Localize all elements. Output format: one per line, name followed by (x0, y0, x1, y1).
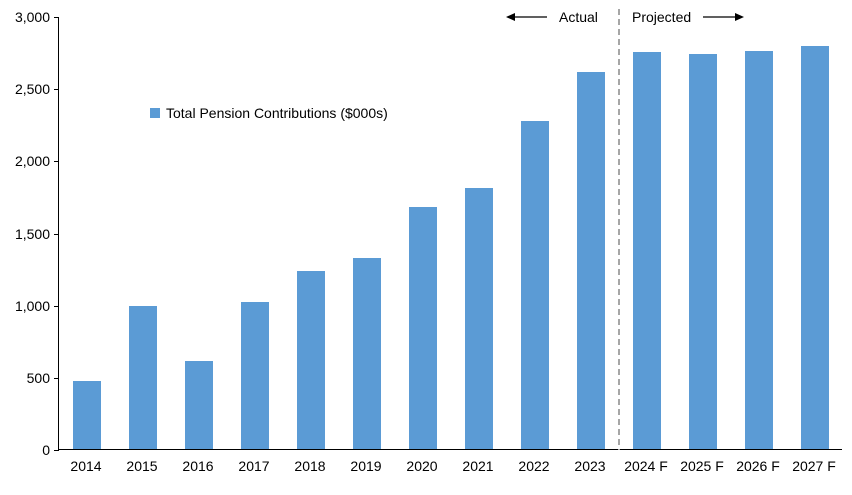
annotation-projected: Projected (632, 10, 745, 24)
x-tick-label: 2024 F (624, 458, 668, 474)
annotation-actual: Actual (505, 10, 598, 24)
y-tick-label: 2,000 (14, 153, 50, 170)
y-axis-labels: 0 500 1,000 1,500 2,000 2,500 3,000 (0, 9, 50, 458)
y-tick-label: 0 (42, 442, 50, 458)
bar-2019 (353, 258, 381, 449)
plot-area (54, 9, 842, 451)
y-tick-mark (54, 161, 59, 163)
x-tick-label: 2019 (350, 458, 382, 474)
y-tick-mark (54, 377, 59, 379)
bar-2027-F (801, 46, 829, 449)
y-tick-mark (54, 89, 59, 91)
bar-2026-F (745, 50, 773, 449)
bar-2015 (129, 306, 157, 449)
x-tick-label: 2017 (238, 458, 270, 474)
x-tick-label: 2020 (406, 458, 438, 474)
annotation-actual-label: Actual (559, 9, 598, 25)
x-tick-label: 2023 (574, 458, 606, 474)
y-tick-mark (54, 305, 59, 307)
bar-2023 (577, 72, 605, 449)
right-arrow-icon (703, 11, 745, 23)
legend: Total Pension Contributions ($000s) (150, 105, 388, 121)
legend-swatch-icon (150, 108, 160, 118)
x-tick-label: 2014 (70, 458, 102, 474)
x-tick-label: 2018 (294, 458, 326, 474)
y-tick-mark (54, 233, 59, 235)
bar-2021 (465, 187, 493, 449)
bar-2022 (521, 121, 549, 449)
bar-2020 (409, 206, 437, 449)
x-tick-label: 2027 F (792, 458, 836, 474)
y-tick-label: 500 (26, 369, 50, 386)
bar-2017 (241, 301, 269, 449)
y-tick-mark (54, 17, 59, 18)
bar-2024-F (633, 52, 661, 449)
divider-line (618, 9, 620, 450)
y-tick-label: 1,000 (14, 297, 50, 314)
x-axis-labels: 2014 2015 2016 2017 2018 2019 2020 2021 2022 2023… (58, 457, 842, 477)
y-tick-label: 3,000 (14, 9, 50, 25)
bar-2018 (297, 271, 325, 449)
bar-2025-F (689, 53, 717, 449)
bar-2014 (73, 381, 101, 449)
left-arrow-icon (505, 11, 547, 23)
x-tick-label: 2022 (518, 458, 550, 474)
y-tick-label: 2,500 (14, 81, 50, 98)
y-tick-label: 1,500 (14, 225, 50, 242)
legend-label: Total Pension Contributions ($000s) (166, 105, 388, 121)
bar-2016 (185, 360, 213, 449)
y-tick-mark (54, 450, 59, 451)
x-tick-label: 2021 (462, 458, 494, 474)
x-tick-label: 2026 F (736, 458, 780, 474)
x-tick-label: 2016 (182, 458, 214, 474)
x-tick-label: 2015 (126, 458, 158, 474)
annotation-projected-label: Projected (632, 9, 692, 25)
x-tick-label: 2025 F (680, 458, 724, 474)
